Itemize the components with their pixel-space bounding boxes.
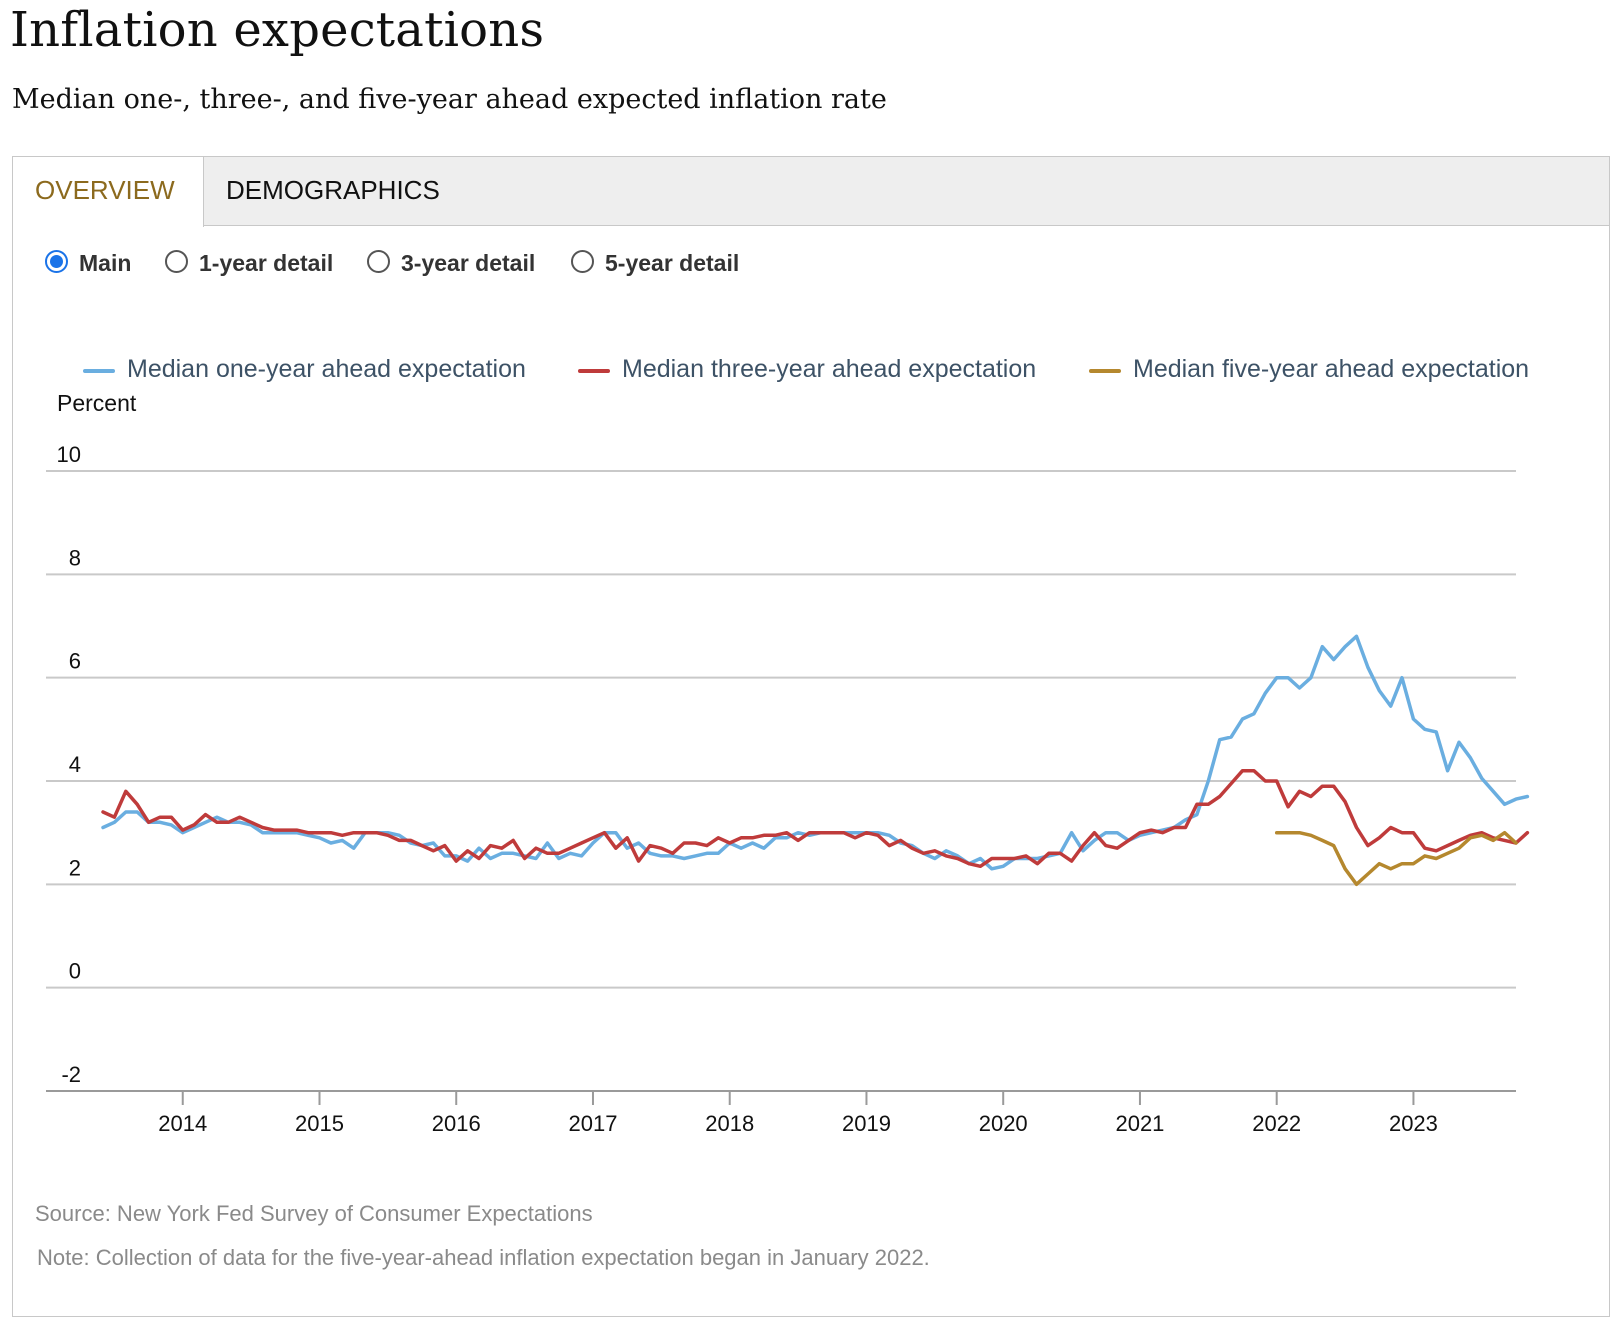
x-tick-label: 2023 — [1389, 1111, 1438, 1136]
x-tick-label: 2014 — [158, 1111, 207, 1136]
line-chart: -2 0 2 4 6 8 10 2014 2015 2016 2017 2018 2019 2020 202… — [46, 442, 1530, 1136]
radio-unchecked-icon[interactable] — [165, 250, 188, 273]
series-line-five-year[interactable] — [1274, 830, 1518, 887]
page-subtitle: Median one-, three-, and five-year ahead… — [12, 84, 887, 115]
x-tick-label: 2020 — [979, 1111, 1028, 1136]
x-tick-label: 2022 — [1252, 1111, 1301, 1136]
radio-unchecked-icon[interactable] — [367, 250, 390, 273]
y-tick-label: 10 — [57, 442, 81, 467]
tab-bar: OVERVIEW DEMOGRAPHICS — [13, 157, 1609, 227]
legend-label-three-year: Median three-year ahead expectation — [622, 355, 1037, 383]
tab-demographics[interactable]: DEMOGRAPHICS — [226, 175, 440, 205]
legend-swatch-one-year — [83, 369, 115, 373]
footnote: Note: Collection of data for the five-ye… — [37, 1245, 930, 1270]
x-tick-label: 2017 — [569, 1111, 618, 1136]
radio-label-5-year: 5-year detail — [605, 250, 740, 276]
y-tick-label: -2 — [61, 1062, 81, 1087]
x-tick-label: 2021 — [1115, 1111, 1164, 1136]
chart-panel: OVERVIEW DEMOGRAPHICS Main 1-year detail… — [12, 156, 1610, 1317]
x-tick-label: 2018 — [705, 1111, 754, 1136]
y-axis-label: Percent — [57, 390, 137, 416]
y-tick-label: 0 — [69, 959, 81, 984]
legend-swatch-five-year — [1089, 369, 1121, 373]
radio-unchecked-icon[interactable] — [571, 250, 594, 273]
radio-label-main: Main — [79, 250, 132, 276]
y-tick-label: 6 — [69, 649, 81, 674]
radio-label-1-year: 1-year detail — [199, 250, 334, 276]
x-tick-label: 2019 — [842, 1111, 891, 1136]
page-title: Inflation expectations — [10, 2, 545, 58]
tab-overview[interactable]: OVERVIEW — [13, 157, 204, 227]
x-tick-label: 2016 — [432, 1111, 481, 1136]
y-tick-label: 8 — [69, 545, 81, 570]
radio-label-3-year: 3-year detail — [401, 250, 536, 276]
legend-swatch-three-year — [578, 369, 610, 373]
chart-legend: Median one-year ahead expectation Median… — [13, 355, 1611, 391]
source-note: Source: New York Fed Survey of Consumer … — [35, 1201, 593, 1226]
x-tick-label: 2015 — [295, 1111, 344, 1136]
legend-label-five-year: Median five-year ahead expectation — [1133, 355, 1530, 383]
y-tick-label: 2 — [69, 855, 81, 880]
y-tick-label: 4 — [69, 752, 81, 777]
legend-label-one-year: Median one-year ahead expectation — [127, 355, 526, 383]
radio-checked-icon[interactable] — [45, 250, 68, 273]
series-line-three-year[interactable] — [101, 768, 1530, 869]
